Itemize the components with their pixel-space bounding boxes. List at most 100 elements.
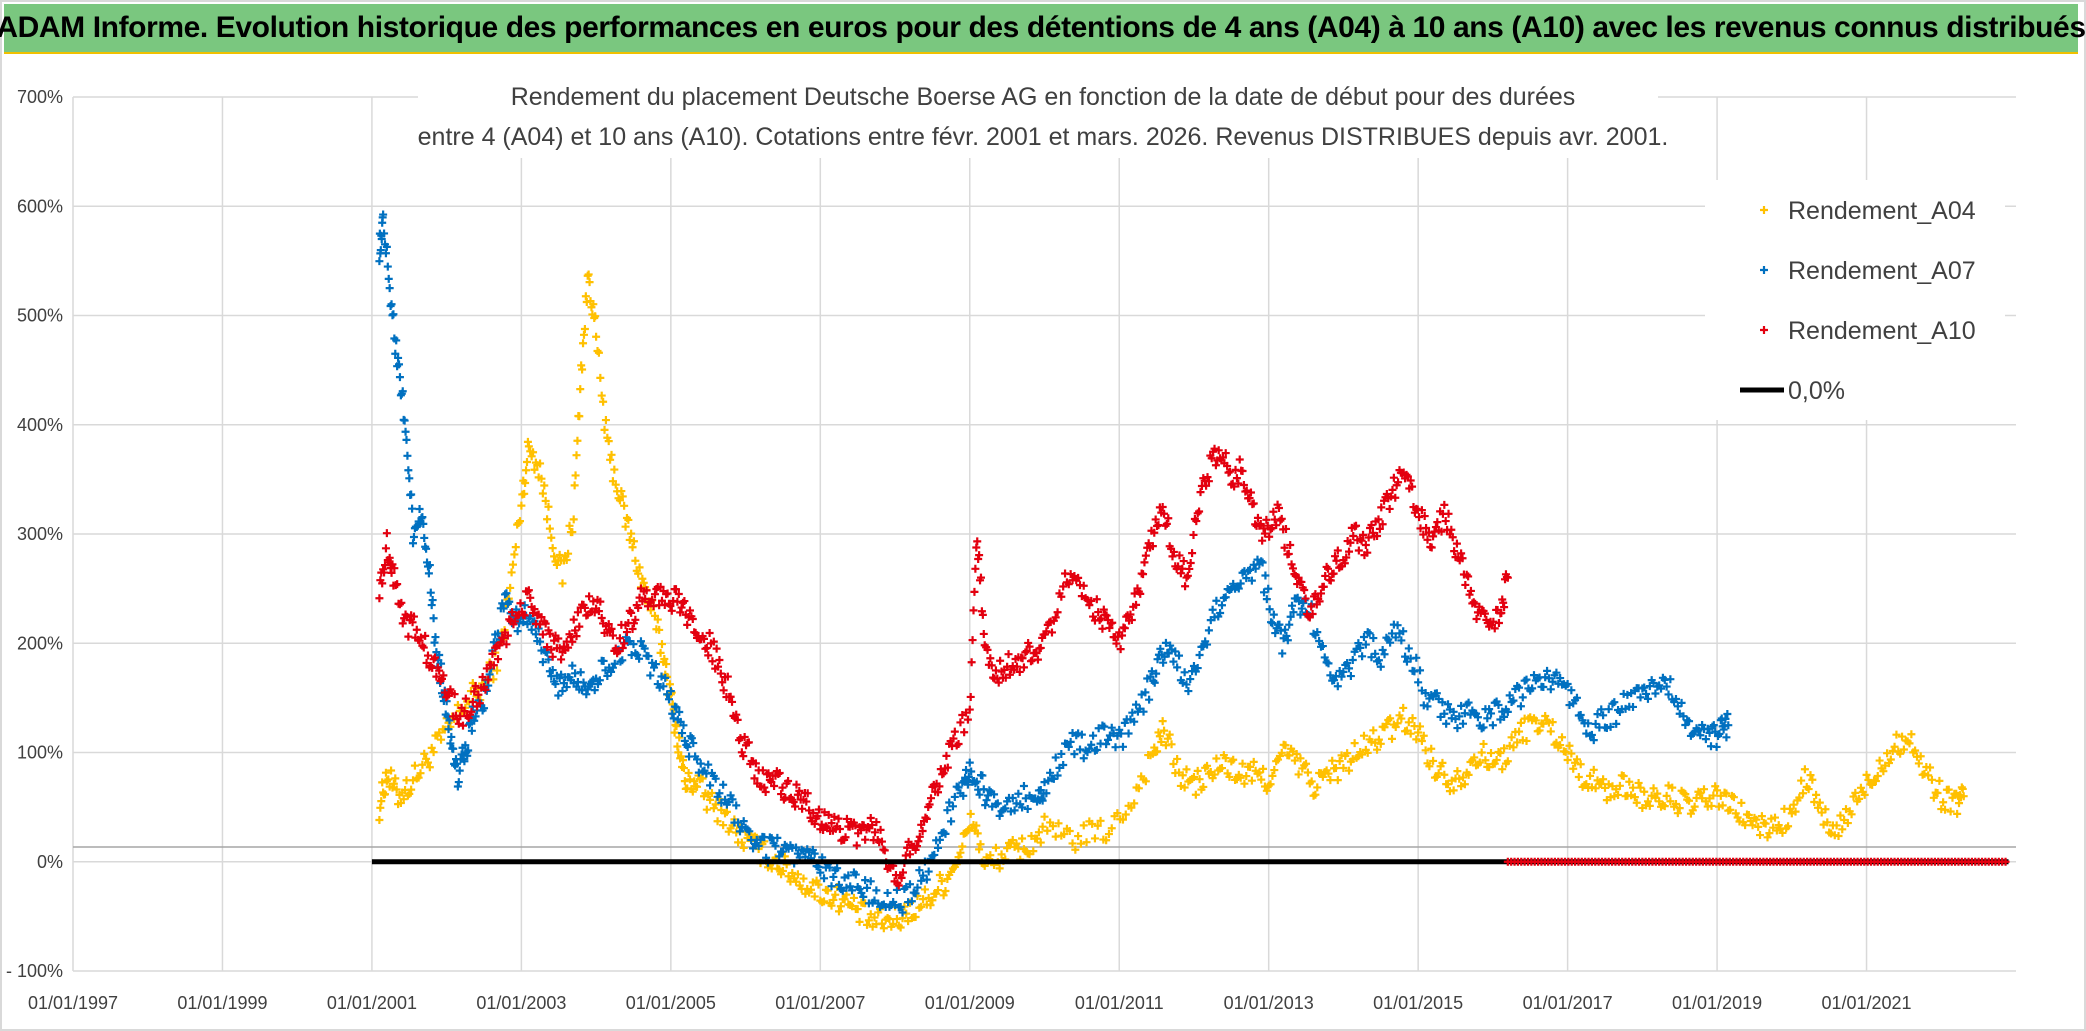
data-point-Rendement_A07	[1509, 696, 1518, 705]
data-point-Rendement_A04	[1165, 730, 1174, 739]
data-point-Rendement_A10	[2001, 857, 2010, 866]
data-point-Rendement_A04	[1102, 836, 1111, 845]
data-point-Rendement_A07	[1587, 730, 1596, 739]
data-point-Rendement_A10	[1221, 449, 1230, 458]
data-point-Rendement_A10	[631, 615, 640, 624]
data-point-Rendement_A10	[460, 707, 469, 716]
data-point-Rendement_A07	[1156, 644, 1165, 653]
data-point-Rendement_A10	[1158, 503, 1167, 512]
data-point-Rendement_A07	[825, 863, 834, 872]
data-point-Rendement_A07	[629, 640, 638, 649]
data-point-Rendement_A04	[1905, 739, 1914, 748]
data-point-Rendement_A07	[568, 661, 577, 670]
data-point-Rendement_A04	[391, 774, 400, 783]
data-point-Rendement_A04	[1797, 776, 1806, 785]
data-point-Rendement_A10	[1403, 472, 1412, 481]
data-point-Rendement_A07	[833, 864, 842, 873]
data-point-Rendement_A07	[683, 743, 692, 752]
data-point-Rendement_A07	[384, 274, 393, 283]
data-point-Rendement_A04	[517, 501, 526, 510]
data-point-Rendement_A07	[429, 614, 438, 623]
data-point-Rendement_A10	[397, 598, 406, 607]
data-point-Rendement_A10	[1232, 474, 1241, 483]
data-point-Rendement_A04	[831, 890, 840, 899]
data-point-Rendement_A04	[568, 528, 577, 537]
data-point-Rendement_A07	[829, 872, 838, 881]
data-point-Rendement_A10	[1346, 538, 1355, 547]
data-point-Rendement_A07	[943, 806, 952, 815]
data-point-Rendement_A10	[589, 597, 598, 606]
data-point-Rendement_A10	[1139, 570, 1148, 579]
data-point-Rendement_A04	[573, 436, 582, 445]
data-point-Rendement_A10	[1169, 547, 1178, 556]
data-point-Rendement_A07	[979, 785, 988, 794]
data-point-Rendement_A04	[693, 782, 702, 791]
data-point-Rendement_A04	[634, 569, 643, 578]
data-point-Rendement_A04	[1914, 759, 1923, 768]
data-point-Rendement_A04	[706, 795, 715, 804]
data-point-Rendement_A04	[629, 537, 638, 546]
data-point-Rendement_A10	[827, 819, 836, 828]
data-point-Rendement_A04	[1388, 734, 1396, 743]
data-point-Rendement_A10	[499, 634, 508, 643]
data-point-Rendement_A07	[1414, 678, 1423, 687]
data-point-Rendement_A10	[615, 634, 624, 643]
data-point-Rendement_A10	[1461, 580, 1470, 589]
data-point-Rendement_A07	[866, 877, 875, 886]
data-point-Rendement_A10	[1234, 479, 1243, 488]
data-point-Rendement_A10	[1373, 532, 1382, 541]
data-point-Rendement_A10	[435, 666, 444, 675]
data-point-Rendement_A07	[401, 427, 410, 436]
data-point-Rendement_A04	[414, 773, 423, 782]
data-point-Rendement_A07	[1438, 698, 1447, 707]
data-point-Rendement_A04	[529, 448, 538, 457]
data-point-Rendement_A04	[855, 917, 864, 926]
data-point-Rendement_A07	[1505, 691, 1514, 700]
data-point-Rendement_A07	[1278, 649, 1287, 658]
data-point-Rendement_A07	[1556, 674, 1565, 683]
data-point-Rendement_A10	[1057, 592, 1066, 601]
data-point-Rendement_A04	[1785, 804, 1794, 813]
data-point-Rendement_A10	[564, 643, 573, 652]
data-point-Rendement_A04	[1741, 821, 1750, 830]
data-point-Rendement_A10	[1238, 466, 1247, 475]
data-point-Rendement_A04	[1896, 749, 1905, 758]
data-point-Rendement_A04	[425, 763, 434, 772]
data-point-Rendement_A07	[1281, 625, 1290, 634]
data-point-Rendement_A07	[610, 659, 619, 668]
data-point-Rendement_A07	[1662, 682, 1671, 691]
data-point-Rendement_A07	[679, 721, 688, 730]
data-point-Rendement_A04	[1675, 804, 1684, 813]
data-point-Rendement_A04	[1713, 786, 1722, 795]
data-point-Rendement_A10	[667, 606, 676, 615]
data-point-Rendement_A04	[1229, 755, 1238, 764]
data-point-Rendement_A04	[571, 471, 580, 480]
data-point-Rendement_A10	[1097, 614, 1106, 623]
data-point-Rendement_A10	[963, 715, 972, 724]
data-point-Rendement_A07	[1318, 642, 1327, 651]
y-tick-label: 400%	[17, 415, 63, 435]
data-point-Rendement_A10	[1266, 525, 1275, 534]
data-point-Rendement_A10	[1374, 515, 1383, 524]
data-point-Rendement_A04	[1386, 714, 1395, 723]
data-point-Rendement_A07	[1147, 667, 1156, 676]
data-point-Rendement_A07	[1195, 650, 1204, 659]
data-point-Rendement_A04	[1700, 785, 1708, 794]
data-point-Rendement_A07	[1018, 803, 1027, 812]
data-point-Rendement_A04	[1941, 805, 1950, 814]
data-point-Rendement_A07	[1629, 702, 1637, 711]
data-point-Rendement_A07	[896, 902, 905, 911]
data-point-Rendement_A07	[377, 235, 386, 244]
data-point-Rendement_A04	[1158, 717, 1167, 726]
data-point-Rendement_A10	[1118, 631, 1127, 640]
data-point-Rendement_A07	[527, 625, 536, 634]
data-point-Rendement_A07	[678, 729, 687, 738]
data-point-Rendement_A07	[455, 766, 464, 775]
data-point-Rendement_A07	[1203, 640, 1212, 649]
data-point-Rendement_A04	[1333, 776, 1342, 785]
data-point-Rendement_A04	[1546, 727, 1555, 736]
data-point-Rendement_A04	[1262, 786, 1271, 795]
data-point-Rendement_A04	[1574, 772, 1583, 781]
data-point-Rendement_A04	[511, 543, 520, 552]
data-point-Rendement_A07	[1265, 605, 1274, 614]
